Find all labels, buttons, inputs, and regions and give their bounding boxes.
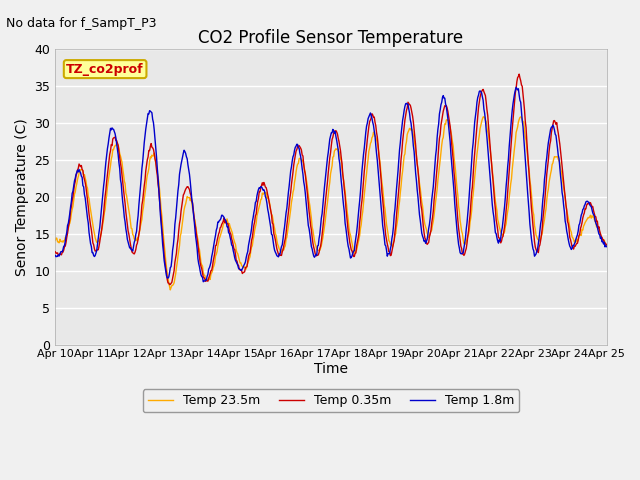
Temp 1.8m	[200, 279, 207, 285]
Temp 1.8m	[415, 204, 422, 209]
Title: CO2 Profile Sensor Temperature: CO2 Profile Sensor Temperature	[198, 29, 463, 48]
Temp 23.5m	[603, 243, 611, 249]
Temp 0.35m	[603, 241, 611, 247]
X-axis label: Time: Time	[314, 362, 348, 376]
Temp 1.8m	[51, 252, 59, 258]
Temp 1.8m	[512, 84, 520, 90]
Temp 1.8m	[61, 239, 69, 244]
Temp 1.8m	[399, 118, 406, 123]
Temp 0.35m	[51, 249, 59, 255]
Y-axis label: Senor Temperature (C): Senor Temperature (C)	[15, 118, 29, 276]
Legend: Temp 23.5m, Temp 0.35m, Temp 1.8m: Temp 23.5m, Temp 0.35m, Temp 1.8m	[143, 389, 519, 412]
Line: Temp 23.5m: Temp 23.5m	[55, 117, 607, 290]
Line: Temp 0.35m: Temp 0.35m	[55, 74, 607, 285]
Temp 23.5m	[480, 114, 488, 120]
Temp 23.5m	[415, 173, 422, 179]
Text: No data for f_SampT_P3: No data for f_SampT_P3	[6, 17, 157, 30]
Temp 23.5m	[61, 235, 69, 240]
Temp 23.5m	[166, 287, 174, 293]
Temp 1.8m	[204, 272, 212, 277]
Temp 0.35m	[204, 278, 212, 284]
Temp 23.5m	[51, 237, 59, 243]
Temp 23.5m	[204, 276, 212, 282]
Temp 0.35m	[166, 282, 174, 288]
Temp 1.8m	[118, 192, 126, 197]
Temp 23.5m	[175, 248, 182, 254]
Temp 0.35m	[175, 228, 182, 234]
Line: Temp 1.8m: Temp 1.8m	[55, 87, 607, 282]
Temp 23.5m	[399, 168, 406, 174]
Text: TZ_co2prof: TZ_co2prof	[67, 62, 144, 75]
Temp 0.35m	[118, 172, 126, 178]
Temp 0.35m	[61, 243, 69, 249]
Temp 1.8m	[174, 188, 182, 193]
Temp 0.35m	[399, 138, 406, 144]
Temp 23.5m	[118, 159, 126, 165]
Temp 0.35m	[415, 176, 422, 181]
Temp 1.8m	[603, 244, 611, 250]
Temp 0.35m	[515, 71, 523, 77]
